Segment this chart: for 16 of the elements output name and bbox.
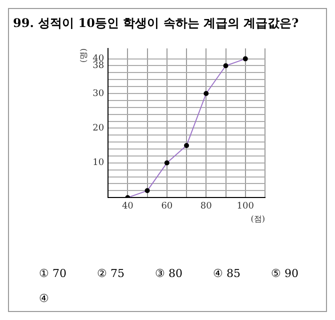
text: ② 75	[97, 267, 126, 280]
x-tick-label: 60	[161, 201, 173, 212]
x-tick-label: 100	[236, 201, 254, 212]
text: ③ 80	[155, 267, 184, 280]
y-axis-title: (명)	[78, 48, 88, 63]
text: ⑤ 90	[271, 267, 300, 280]
x-tick-label: 80	[200, 201, 212, 212]
y-tick-label: 30	[92, 88, 104, 99]
y-tick-label: 20	[92, 124, 104, 134]
x-axis-title: (점)	[250, 214, 265, 224]
chart-title: 99. 성적이 10등인 학생이 속하는 계급의 계급값은?	[13, 16, 299, 30]
text: ① 70	[39, 267, 68, 280]
text: ④	[39, 292, 50, 305]
x-tick-label: 40	[122, 201, 134, 212]
text: ④ 85	[213, 267, 242, 280]
y-tick-label: 10	[92, 158, 104, 168]
